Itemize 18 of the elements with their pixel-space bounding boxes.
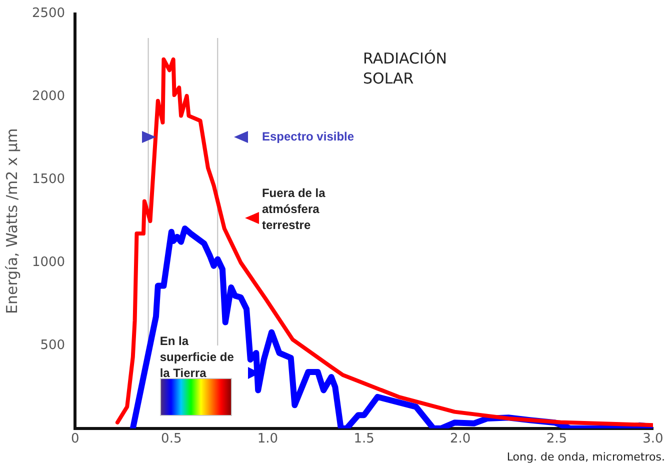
series-label: En la superficie de la Tierra (160, 334, 234, 380)
y-tick-label: 2000 (32, 89, 66, 104)
y-axis-title: Energía, Watts /m2 x µm (2, 128, 21, 314)
y-tick-label: 500 (40, 338, 66, 353)
x-tick-label: 3.0 (642, 432, 664, 447)
x-tick-label: 1.0 (257, 432, 278, 447)
y-tick-label: 1500 (32, 172, 66, 188)
x-tick-label: 0 (70, 432, 80, 447)
text: RADIACIÓN SOLAR (363, 49, 447, 88)
y-tick-label: 1000 (32, 254, 66, 270)
x-tick-label: 0.5 (161, 432, 182, 447)
annotation: Espectro visible (262, 129, 354, 144)
x-tick-label: 1.5 (354, 432, 374, 447)
text: Fuera de la atmósfera terrestre (262, 186, 326, 232)
x-tick-label: 2.0 (450, 432, 471, 447)
y-tick-label: 2500 (32, 6, 66, 22)
x-axis-title: Long. de onda, micrometros. (506, 450, 665, 464)
x-tick-label: 2.5 (546, 432, 568, 447)
